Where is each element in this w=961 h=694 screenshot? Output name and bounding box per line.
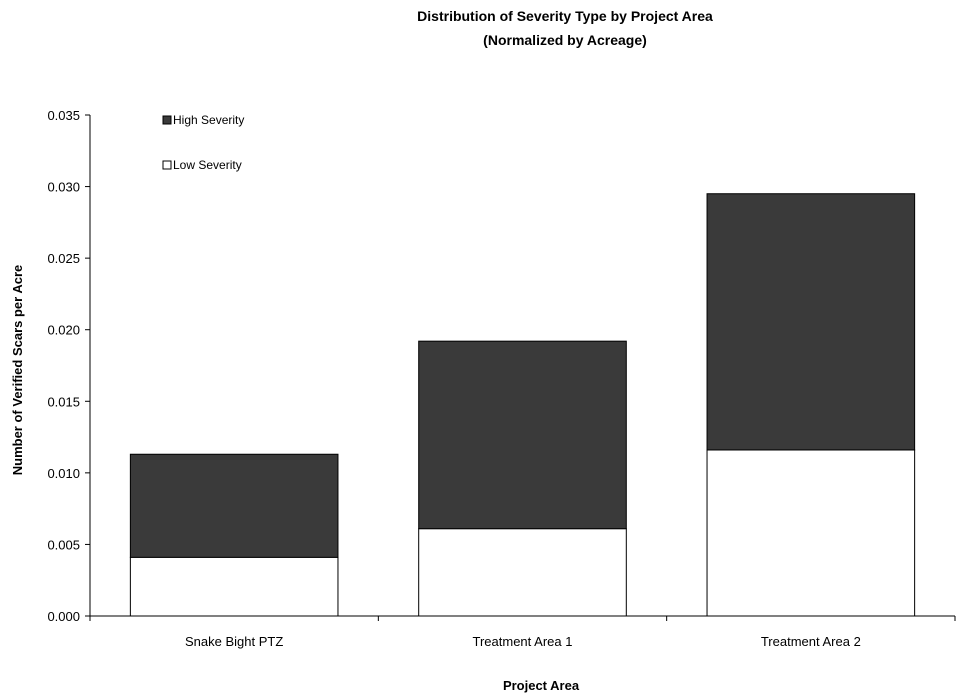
y-tick-label: 0.025 (47, 251, 80, 266)
bar-segment-high-severity (706, 193, 916, 451)
y-tick-label: 0.015 (47, 394, 80, 409)
y-tick-label: 0.005 (47, 537, 80, 552)
legend-label: Low Severity (173, 158, 242, 172)
legend-label: High Severity (173, 113, 244, 127)
y-tick-label: 0.035 (47, 108, 80, 123)
y-tick-label: 0.030 (47, 180, 80, 195)
x-tick-label: Snake Bight PTZ (185, 634, 283, 649)
y-tick-label: 0.020 (47, 323, 80, 338)
x-axis-title: Project Area (503, 678, 580, 693)
y-axis-ticks: 0.000 0.005 0.010 0.015 0.020 0.025 0.030 0.035 (47, 108, 90, 624)
y-axis-title: Number of Verified Scars per Acre (10, 265, 25, 476)
bar-segment-low-severity (418, 528, 627, 617)
bar-segment-high-severity (418, 340, 627, 530)
chart-subtitle: (Normalized by Acreage) (483, 32, 647, 48)
legend-swatch (162, 115, 172, 125)
plot-area (129, 193, 916, 617)
chart-title: Distribution of Severity Type by Project… (417, 8, 713, 24)
legend: High Severity Low Severity (162, 113, 244, 172)
y-tick-label: 0.010 (47, 466, 80, 481)
bar-segment-high-severity (129, 453, 339, 558)
bar-segment-low-severity (129, 556, 339, 617)
x-tick-label: Treatment Area 2 (761, 634, 861, 649)
legend-swatch (162, 160, 172, 170)
x-tick-label: Treatment Area 1 (473, 634, 573, 649)
bar-segment-low-severity (706, 449, 916, 617)
x-axis-ticks: Snake Bight PTZ Treatment Area 1 Treatment… (89, 616, 956, 649)
y-tick-label: 0.000 (47, 609, 80, 624)
